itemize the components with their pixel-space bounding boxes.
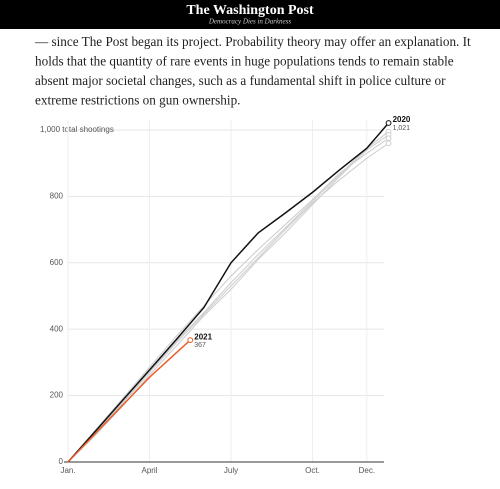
series-line	[67, 131, 389, 463]
x-tick-label: April	[141, 466, 157, 475]
tagline: Democracy Dies in Darkness	[208, 18, 292, 26]
masthead[interactable]: The Washington Post	[186, 3, 314, 18]
series-line	[67, 137, 389, 463]
y-tick-label: 1,000 total shootings	[40, 125, 114, 134]
series-label: 2020	[393, 115, 411, 124]
end-marker	[385, 140, 392, 147]
y-tick-label: 600	[50, 258, 64, 267]
x-tick-label: Oct.	[305, 466, 320, 475]
paragraph-line: holds that the quantity of rare events i…	[35, 54, 454, 69]
paragraph-line: absent major societal changes, such as a…	[35, 73, 446, 88]
series-line	[67, 122, 390, 463]
paragraph-line: — since The Post began its project. Prob…	[34, 34, 471, 49]
value-label: 367	[194, 342, 206, 349]
x-tick-label: Dec.	[359, 466, 375, 475]
y-tick-label: 800	[50, 191, 64, 200]
value-label: 1,021	[393, 125, 411, 132]
series-line	[67, 339, 191, 463]
y-tick-label: 200	[50, 391, 64, 400]
x-tick-label: Jan.	[60, 466, 75, 475]
x-tick-label: July	[224, 466, 238, 475]
y-tick-label: 400	[50, 324, 64, 333]
end-marker	[385, 135, 392, 142]
paragraph-line: extreme restrictions on gun ownership.	[35, 93, 240, 108]
y-tick-label: 0	[59, 457, 64, 466]
series-line	[67, 142, 389, 463]
series-label: 2021	[194, 332, 212, 341]
end-marker	[187, 337, 194, 344]
header-bar	[0, 0, 500, 29]
end-marker	[385, 120, 392, 126]
